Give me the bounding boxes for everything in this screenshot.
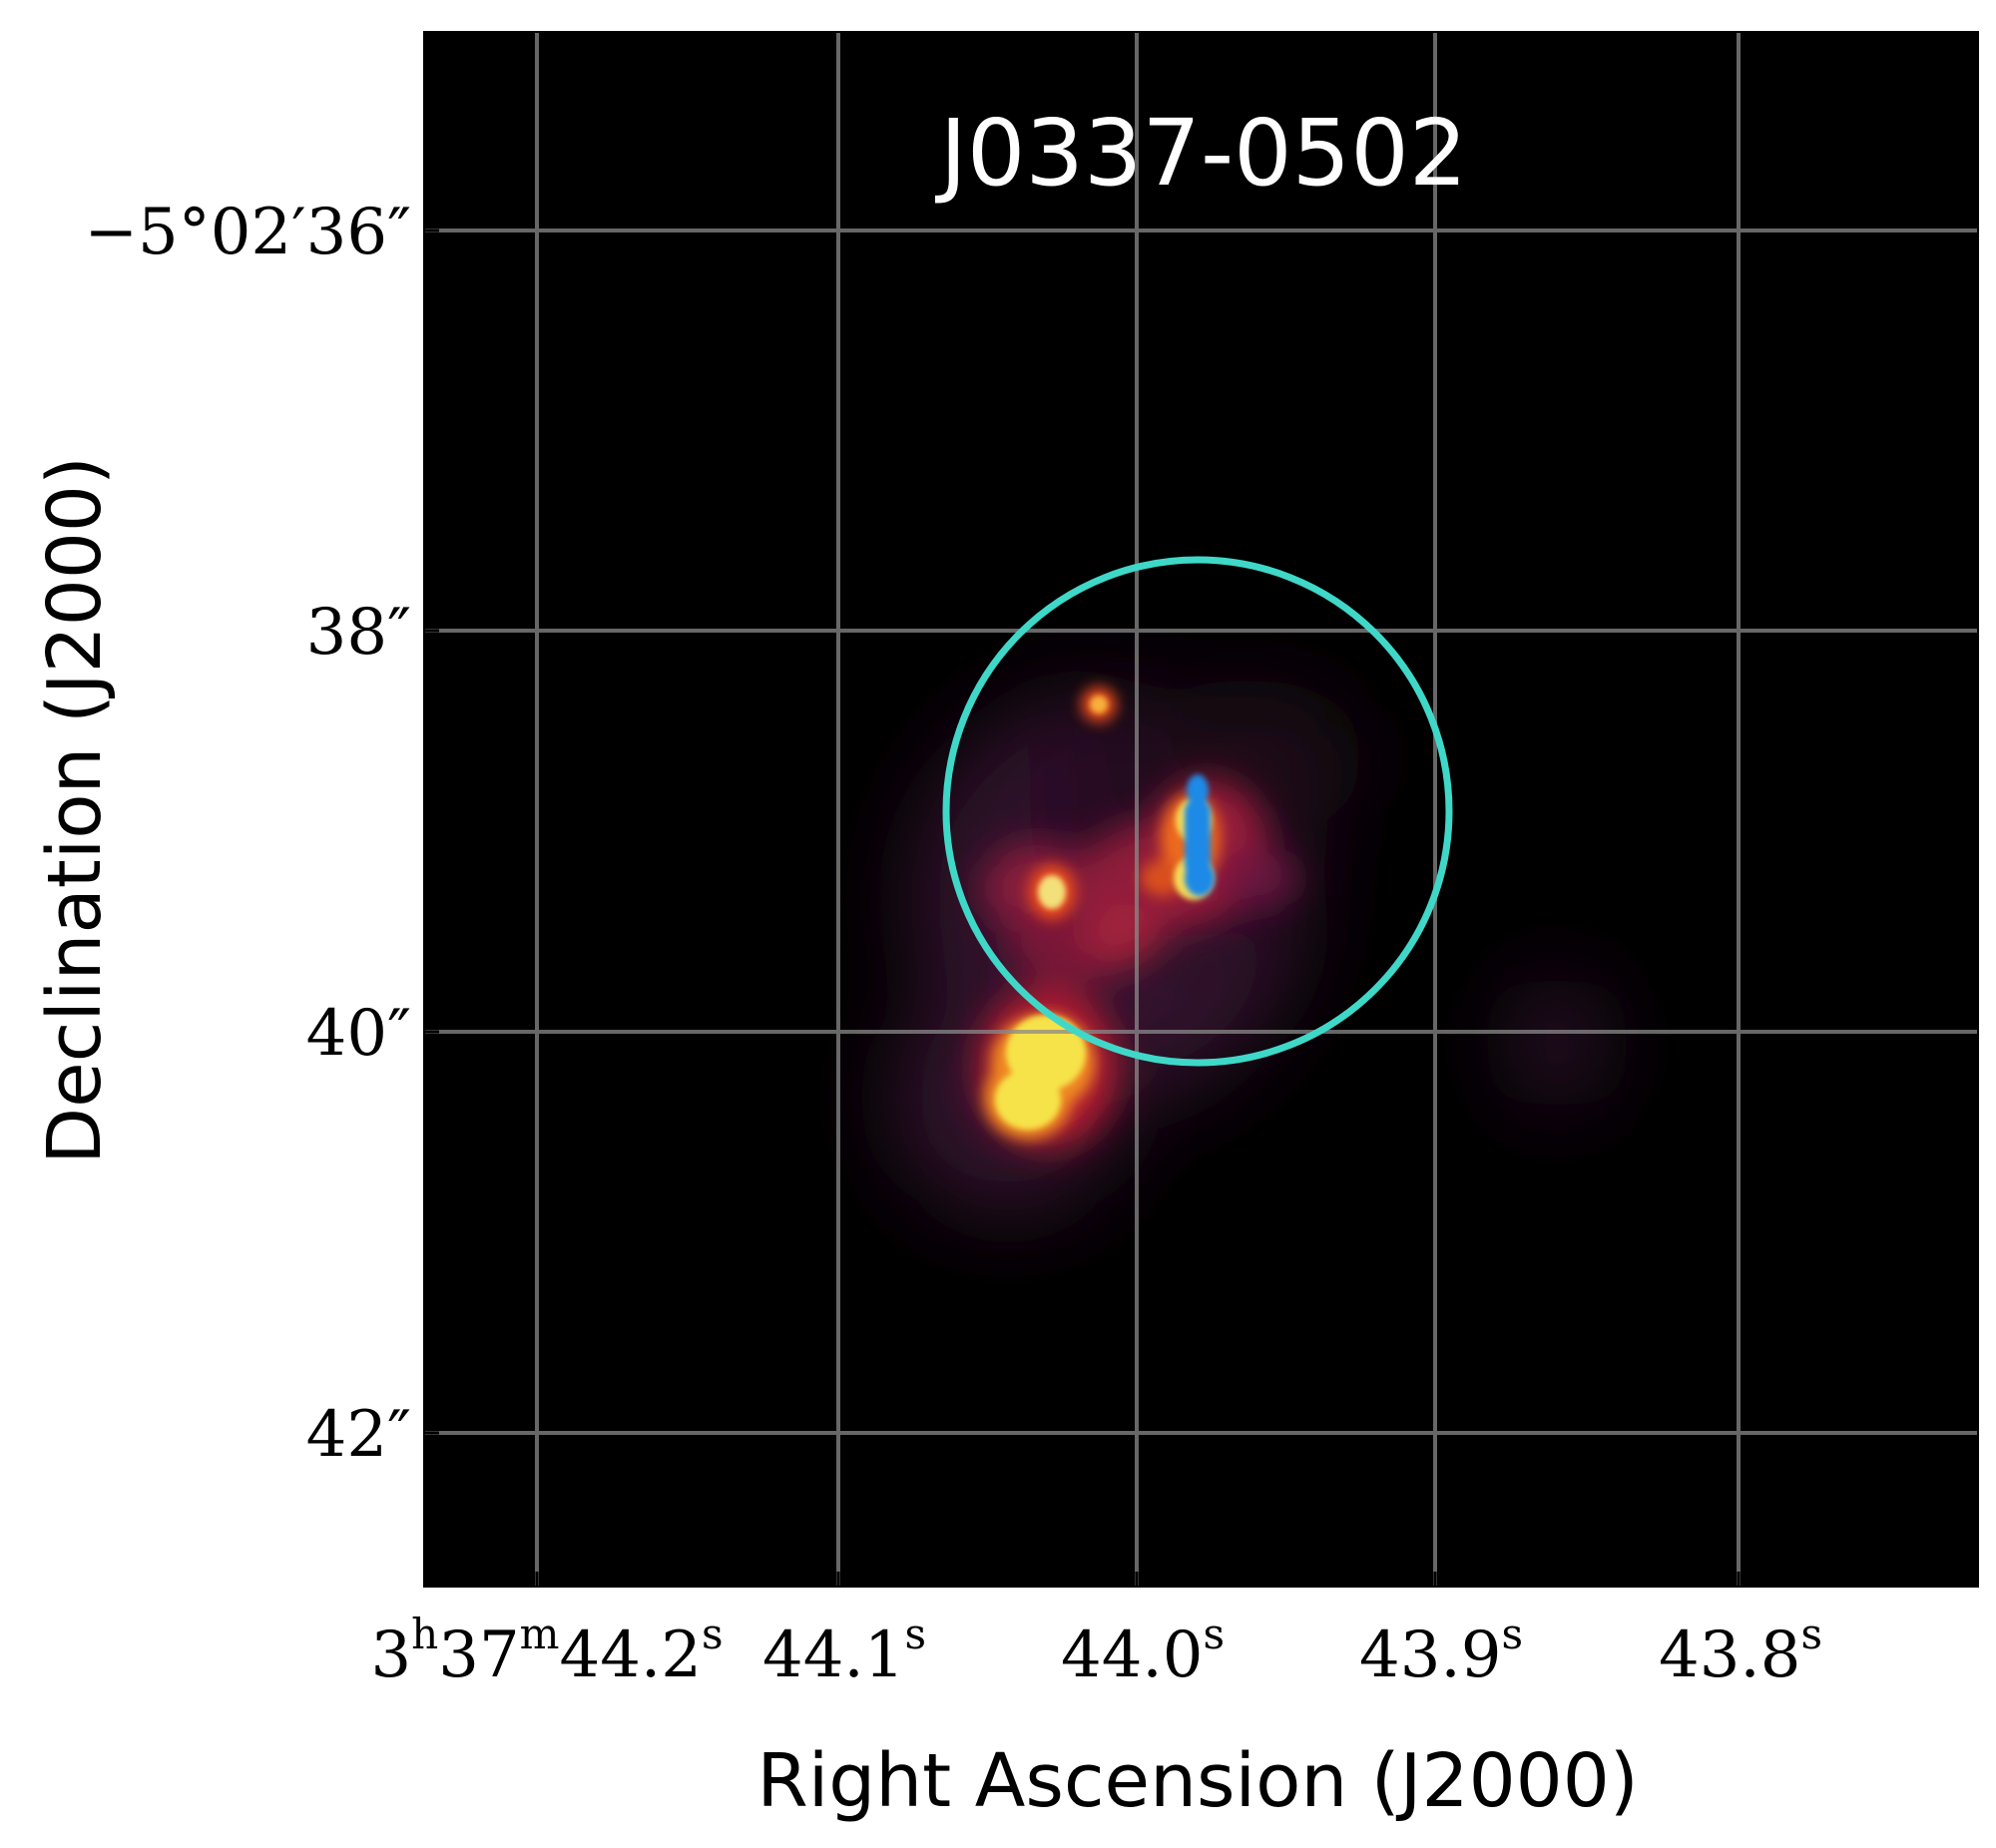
y-tick-label: −5°02′36″ <box>84 196 411 269</box>
x-tick-label: 44.0s <box>1061 1610 1225 1692</box>
x-tick-label: 43.8s <box>1659 1610 1822 1692</box>
coordinate-grid <box>424 32 1978 1587</box>
blue-source <box>1185 774 1215 896</box>
x-tick-label: 3h37m44.2s <box>370 1610 723 1692</box>
x-tick-labels: 3h37m44.2s 44.1s 44.0s 43.9s 43.8s <box>370 1610 1822 1692</box>
tick-marks <box>424 229 1741 1587</box>
image-title: J0337-0502 <box>935 100 1468 207</box>
x-axis-label: Right Ascension (J2000) <box>756 1738 1638 1824</box>
image-panel: J0337-0502 <box>424 32 1978 1587</box>
y-tick-label: 42″ <box>306 1398 411 1472</box>
plot-frame <box>423 31 1979 1588</box>
y-tick-label: 40″ <box>306 997 411 1071</box>
aperture-circle <box>942 556 1453 1067</box>
y-tick-label: 38″ <box>306 596 411 670</box>
x-tick-label: 43.9s <box>1359 1610 1523 1692</box>
x-tick-label: 44.1s <box>762 1610 926 1692</box>
y-tick-labels: −5°02′36″ 38″ 40″ 42″ <box>84 196 411 1472</box>
y-axis-label: Declination (J2000) <box>32 456 118 1164</box>
